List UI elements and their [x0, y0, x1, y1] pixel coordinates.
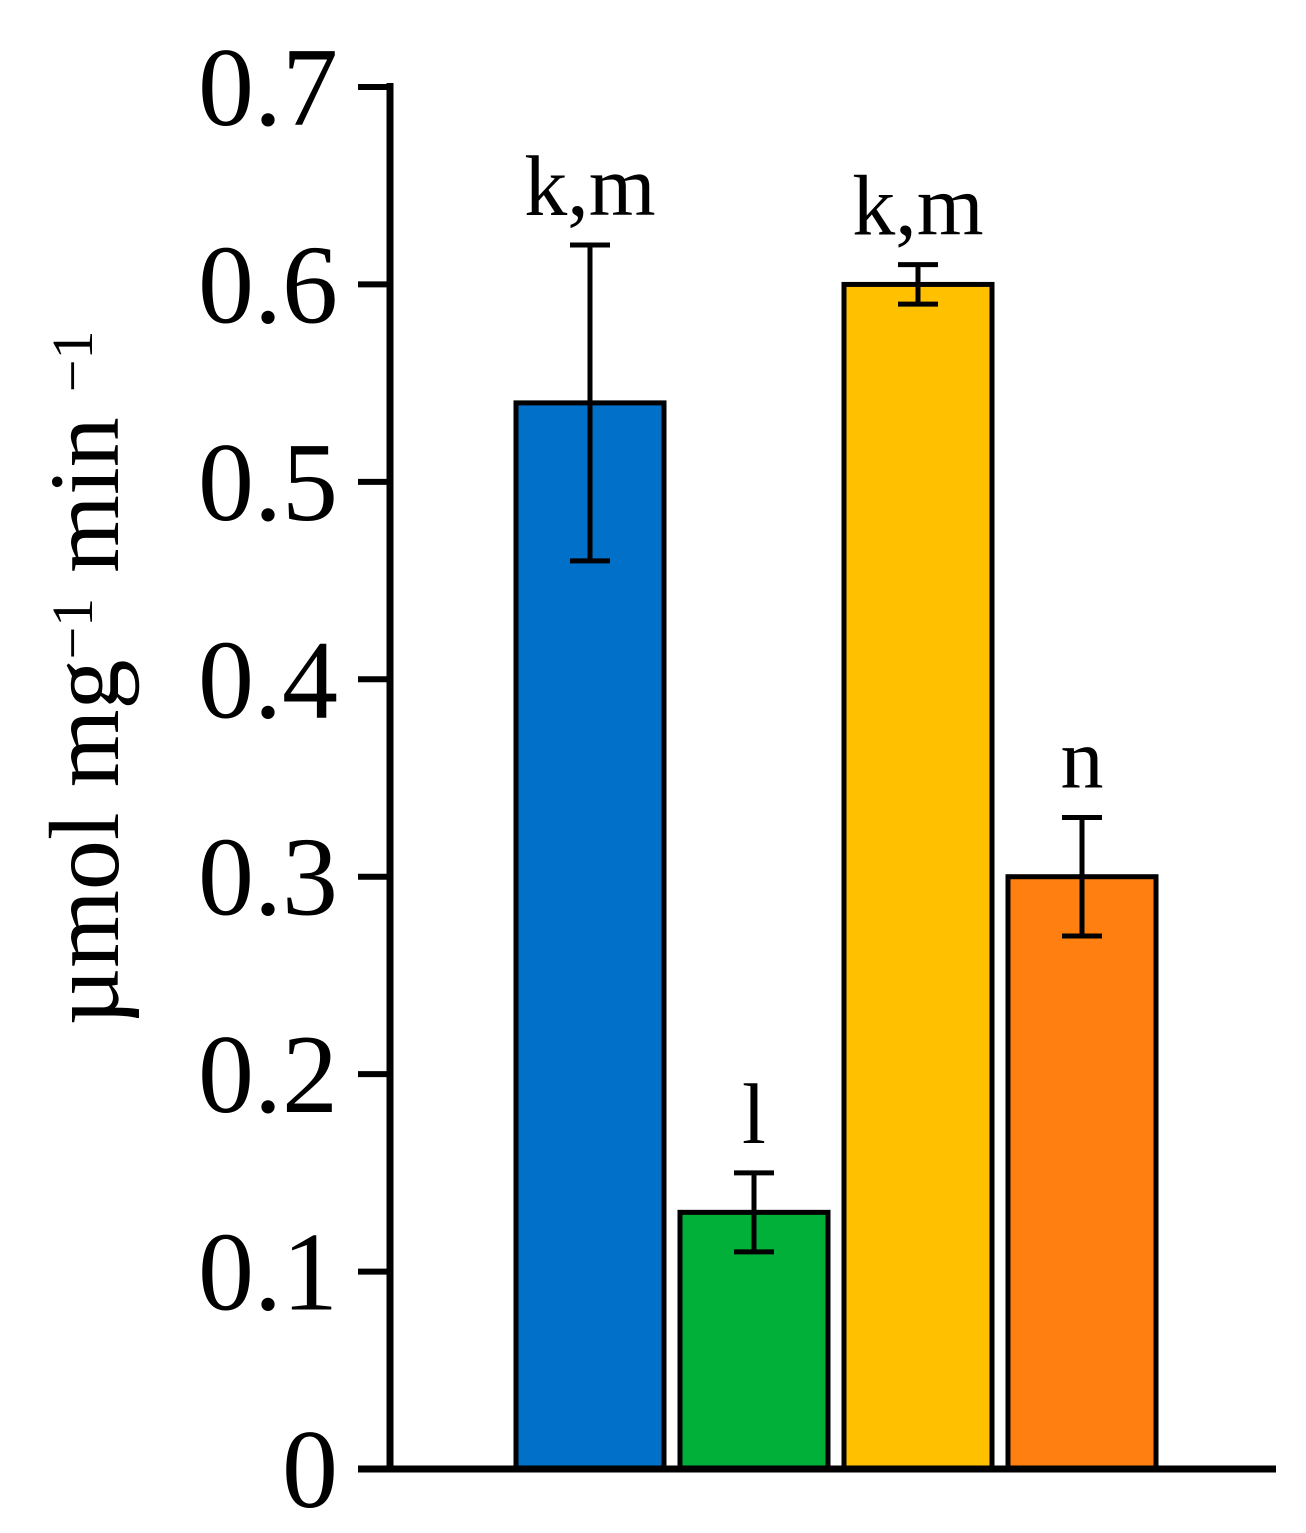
error-bars-layer	[570, 242, 1102, 1255]
y-tick-label: 0.4	[198, 618, 338, 742]
bar	[677, 1209, 831, 1472]
y-tick-label: 0.2	[198, 1013, 338, 1137]
y-tick-label: 0.3	[198, 816, 338, 940]
y-axis-label-superscript: −1	[40, 598, 105, 660]
significance-label: k,m	[524, 138, 655, 234]
y-tick-label: 0	[282, 1408, 338, 1532]
y-axis-label: µmol mg−1 min −1	[29, 331, 140, 1026]
y-ticks-layer: 0 0.1 0.2 0.3 0.4 0.5 0.6 0.7	[198, 26, 390, 1532]
bar	[513, 400, 667, 1472]
y-tick-label: 0.5	[198, 421, 338, 545]
y-axis-label-text: µmol mg	[29, 660, 140, 1026]
bar	[1005, 874, 1159, 1472]
significance-label: k,m	[852, 158, 983, 254]
bars-layer	[513, 281, 1159, 1472]
bar	[841, 281, 995, 1472]
significance-label: l	[742, 1066, 766, 1162]
y-tick-label: 0.6	[198, 223, 338, 347]
y-tick-label: 0.1	[198, 1211, 338, 1335]
axes	[358, 83, 1276, 1473]
y-tick-label: 0.7	[198, 26, 338, 150]
significance-label: n	[1061, 710, 1104, 806]
y-axis-label-superscript: −1	[40, 331, 105, 393]
y-axis-label-text: min	[29, 392, 140, 598]
significance-labels-layer: k,m l k,m n	[524, 138, 1103, 1162]
